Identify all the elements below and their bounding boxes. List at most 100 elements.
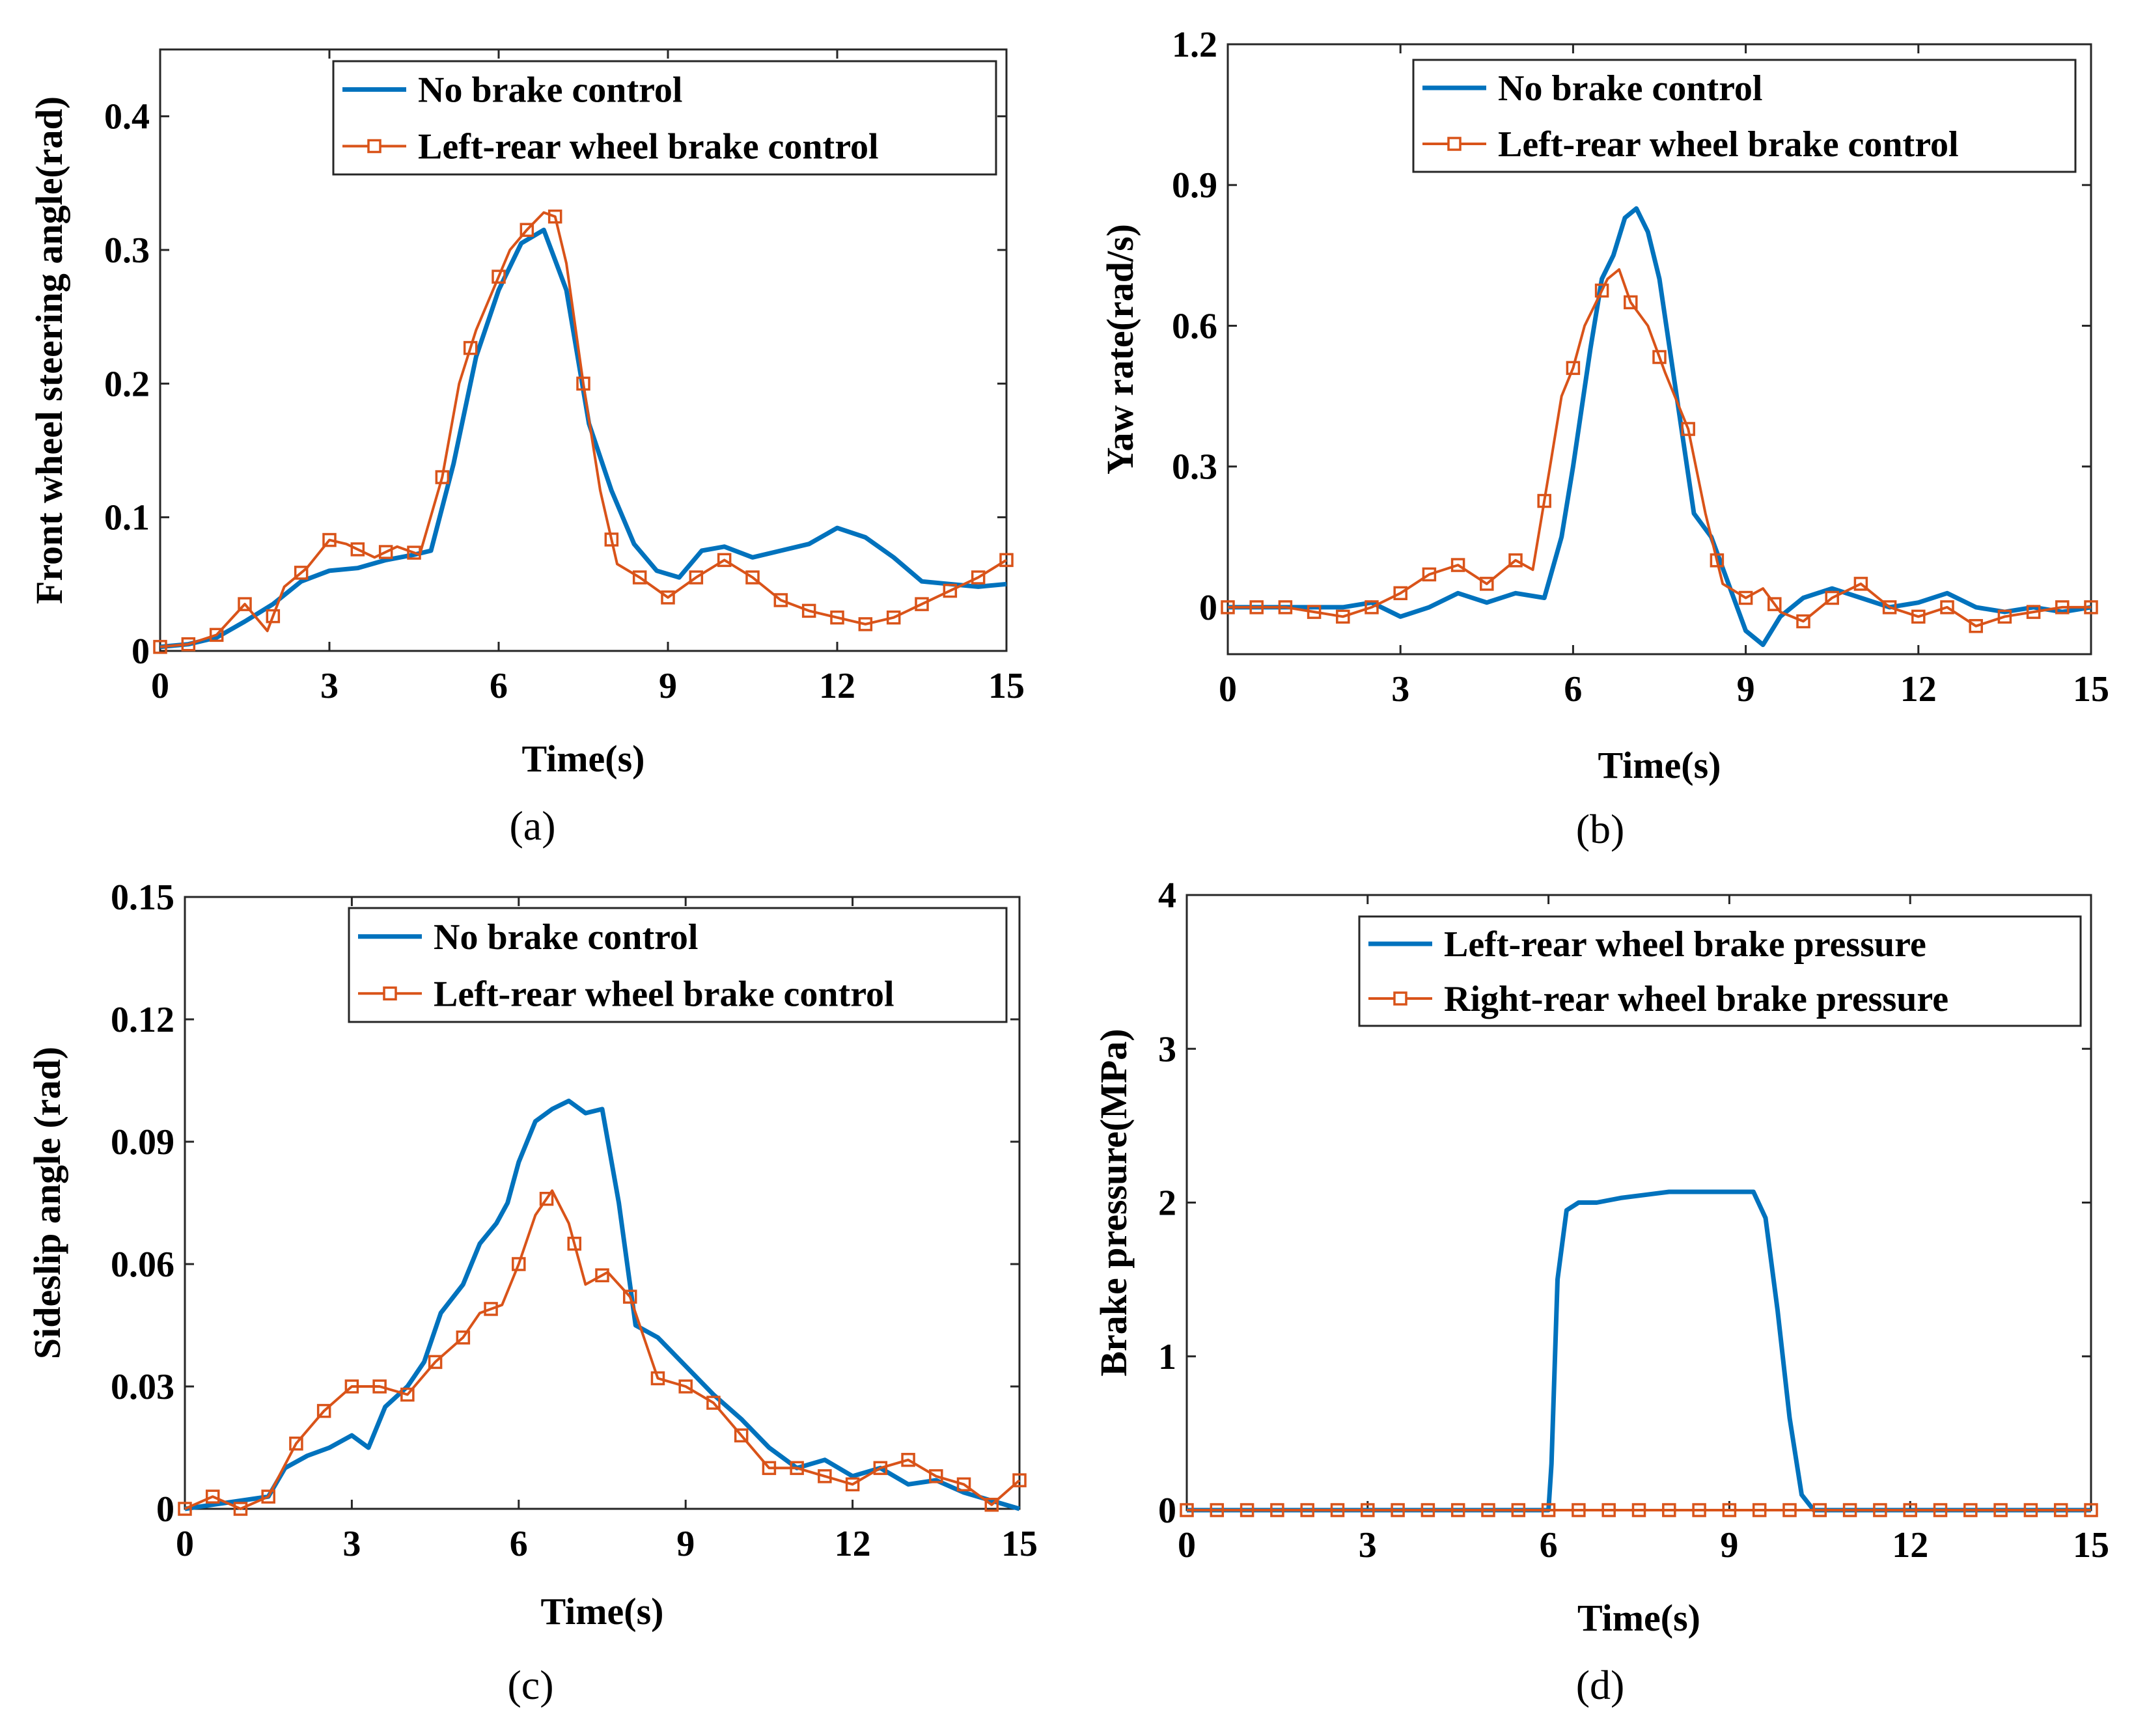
x-axis-label: Time(s) xyxy=(1577,1597,1700,1639)
data-point-marker xyxy=(1624,295,1638,310)
panel-caption: (c) xyxy=(507,1662,553,1708)
data-point-marker xyxy=(316,1403,331,1418)
data-point-marker xyxy=(773,593,788,607)
data-point-marker xyxy=(1963,1503,1978,1517)
data-point-marker xyxy=(428,1355,443,1370)
y-tick-label: 0.12 xyxy=(111,1000,174,1040)
data-point-marker xyxy=(1997,609,2012,624)
data-point-marker xyxy=(576,376,590,391)
series-secondary xyxy=(1180,1503,2098,1517)
legend-label: Left-rear wheel brake control xyxy=(418,127,879,167)
data-point-marker xyxy=(1722,1503,1737,1517)
x-tick-label: 0 xyxy=(151,666,169,706)
data-point-marker xyxy=(1662,1503,1676,1517)
x-tick-label: 3 xyxy=(1359,1525,1377,1565)
data-point-marker xyxy=(1391,1503,1405,1517)
data-point-marker xyxy=(266,609,281,624)
data-point-marker xyxy=(1566,361,1581,376)
x-tick-label: 12 xyxy=(835,1524,871,1564)
legend-box xyxy=(1412,59,2077,173)
x-tick-label: 6 xyxy=(510,1524,528,1564)
data-point-marker xyxy=(1249,600,1264,614)
data-point-marker xyxy=(512,1257,526,1271)
x-tick-label: 0 xyxy=(1178,1525,1196,1565)
data-point-marker xyxy=(1842,1503,1857,1517)
y-tick-label: 1.2 xyxy=(1172,25,1217,65)
data-point-marker xyxy=(400,1387,415,1402)
series-line xyxy=(159,227,1007,650)
data-point-marker xyxy=(706,1396,721,1410)
data-point-marker xyxy=(1012,1473,1027,1487)
data-point-marker xyxy=(1450,1503,1465,1517)
data-point-marker xyxy=(1911,609,1926,624)
data-point-marker xyxy=(632,570,647,585)
data-point-marker xyxy=(2026,605,2041,619)
data-point-marker xyxy=(1541,1503,1556,1517)
data-point-marker xyxy=(1940,600,1954,614)
data-point-marker xyxy=(344,1379,359,1394)
data-point-marker xyxy=(1300,1503,1314,1517)
legend-marker xyxy=(1447,137,1462,151)
data-point-marker xyxy=(1969,619,1983,633)
y-tick-label: 0 xyxy=(1158,1491,1176,1531)
x-tick-label: 6 xyxy=(1564,669,1582,710)
y-axis-label: Sideslip angle (rad) xyxy=(26,1047,68,1359)
data-point-marker xyxy=(1882,600,1897,614)
data-point-marker xyxy=(520,223,534,237)
data-point-marker xyxy=(233,1502,248,1516)
legend-label: Left-rear wheel brake control xyxy=(1498,124,1959,165)
data-point-marker xyxy=(492,269,506,284)
legend-marker xyxy=(367,139,381,154)
panel-caption: (d) xyxy=(1576,1662,1625,1708)
y-tick-label: 0.09 xyxy=(111,1122,174,1163)
chart-panel-a: 0 3 6 9 12 15 0 0.1 0.2 0.3 0.4 Time(s) Front wheel … xyxy=(28,48,1025,849)
data-point-marker xyxy=(2084,600,2098,614)
data-point-marker xyxy=(1180,1503,1194,1517)
data-point-marker xyxy=(178,1502,192,1516)
data-point-marker xyxy=(209,627,224,642)
data-point-marker xyxy=(678,1379,693,1394)
data-point-marker xyxy=(762,1461,777,1476)
data-point-marker xyxy=(1873,1503,1887,1517)
series-line xyxy=(1228,268,2091,627)
data-point-marker xyxy=(604,532,619,547)
data-point-marker xyxy=(1738,590,1753,605)
data-point-marker xyxy=(181,637,196,652)
data-point-marker xyxy=(956,1477,971,1492)
y-tick-label: 0.03 xyxy=(111,1367,174,1407)
y-tick-label: 0.3 xyxy=(104,230,150,271)
data-point-marker xyxy=(1993,1503,2008,1517)
y-tick-label: 0.9 xyxy=(1172,165,1217,206)
data-point-marker xyxy=(1537,493,1551,508)
x-tick-label: 3 xyxy=(1391,669,1409,710)
data-point-marker xyxy=(1767,597,1782,611)
data-point-marker xyxy=(1307,605,1322,619)
x-tick-label: 12 xyxy=(1900,669,1937,710)
x-tick-label: 6 xyxy=(1540,1525,1558,1565)
data-point-marker xyxy=(289,1436,303,1451)
x-axis-label: Time(s) xyxy=(1598,744,1721,786)
series-primary xyxy=(1187,1189,2091,1513)
x-tick-label: 0 xyxy=(176,1524,194,1564)
x-tick-label: 9 xyxy=(1737,669,1755,710)
data-point-marker xyxy=(1903,1503,1917,1517)
data-point-marker xyxy=(1631,1503,1646,1517)
data-point-marker xyxy=(689,570,704,585)
legend-box xyxy=(332,60,997,176)
data-point-marker xyxy=(1361,1503,1375,1517)
data-point-marker xyxy=(463,340,478,355)
legend-label: Right-rear wheel brake pressure xyxy=(1444,979,1948,1019)
data-point-marker xyxy=(1210,1503,1225,1517)
y-axis-label: Brake pressure(MPa) xyxy=(1092,1028,1135,1376)
data-point-marker xyxy=(2053,1503,2068,1517)
data-point-marker xyxy=(1796,614,1810,629)
data-point-marker xyxy=(1450,558,1465,572)
data-point-marker xyxy=(830,610,844,625)
data-point-marker xyxy=(790,1461,804,1476)
x-tick-label: 3 xyxy=(342,1524,361,1564)
data-point-marker xyxy=(845,1477,860,1492)
data-point-marker xyxy=(205,1489,220,1504)
data-point-marker xyxy=(1393,586,1407,601)
data-point-marker xyxy=(971,570,986,585)
